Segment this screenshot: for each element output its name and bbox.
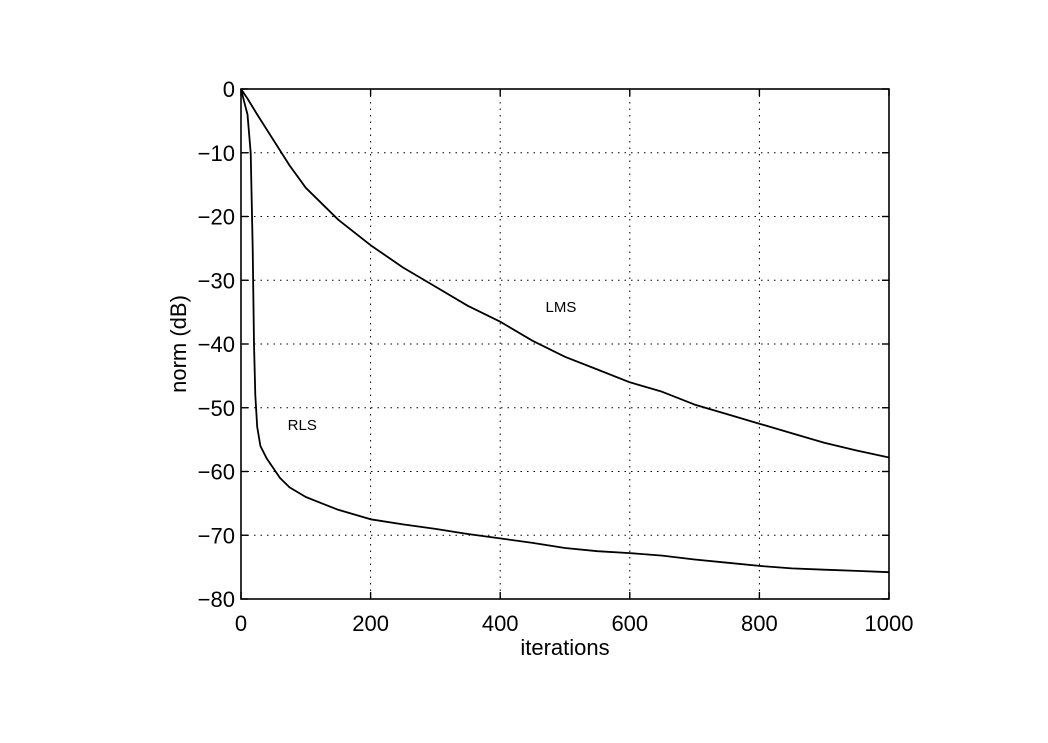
y-axis-label: norm (dB) [166,295,191,393]
plot-frame [240,88,890,600]
y-tick-label: −60 [198,460,235,485]
x-tick-label: 200 [352,611,389,636]
x-tick-label: 600 [611,611,648,636]
series-layer [240,88,890,574]
lms-series-line [240,88,890,459]
lms-series-label: LMS [546,299,577,316]
x-tick-label: 400 [482,611,519,636]
label-layer: 0 200 400 600 800 1000 0 −10 −20 −30 −40 −50 −60 −70 −… [198,77,914,636]
tick-layer [240,88,890,600]
rls-series-label: RLS [288,417,317,434]
x-tick-label: 800 [741,611,778,636]
x-tick-label: 1000 [865,611,914,636]
x-axis-label: iterations [520,635,609,660]
y-tick-label: −20 [198,205,235,230]
y-tick-label: −80 [198,587,235,612]
grid-layer [241,89,889,599]
y-tick-label: −70 [198,523,235,548]
y-tick-label: −30 [198,268,235,293]
y-tick-label: −50 [198,396,235,421]
y-tick-label: −40 [198,332,235,357]
x-tick-label: 0 [235,611,247,636]
rls-series-line [240,88,890,574]
y-tick-label: −10 [198,141,235,166]
y-tick-label: 0 [223,77,235,102]
